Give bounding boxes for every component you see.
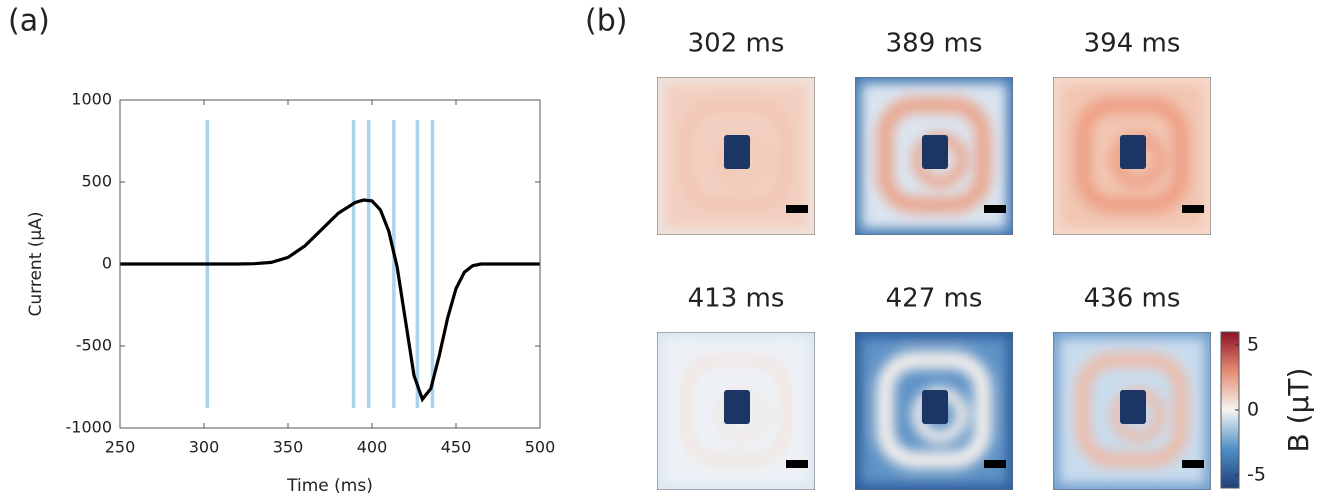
scale-bar [786,205,808,213]
colorbar-tick-label: -5 [1247,464,1266,486]
map-ring [1075,97,1189,213]
field-map [657,77,815,235]
scale-bar [984,460,1006,468]
map-title: 413 ms [688,284,785,314]
panel-label: (b) [585,4,627,39]
y-tick-label: 0 [102,254,112,273]
electrode [724,135,750,169]
x-tick-label: 400 [357,438,388,457]
electrode [922,135,948,169]
map-ring [876,351,992,469]
map-title: 427 ms [886,284,983,314]
map-ring [683,356,789,464]
x-tick-label: 300 [189,438,220,457]
y-axis-label: Current (μA) [26,212,46,317]
electrode [1120,390,1146,424]
x-tick-label: 500 [525,438,556,457]
colorbar-tick-label: 0 [1247,399,1259,421]
map-title: 389 ms [886,29,983,59]
colorbar-label: B (μT) [1282,368,1315,453]
x-axis-label: Time (ms) [286,476,373,496]
scale-bar [984,205,1006,213]
y-tick-label: -1000 [66,418,113,437]
x-tick-label: 450 [441,438,472,457]
field-map [855,77,1013,235]
colorbar-tick-label: 5 [1247,334,1259,356]
scale-bar [1182,460,1204,468]
axes-box [119,99,541,429]
panel-label: (a) [8,4,50,39]
electrode [1120,135,1146,169]
y-tick-label: 1000 [71,90,112,109]
x-tick-label: 350 [273,438,304,457]
y-tick-label: -500 [76,336,112,355]
electrode [724,390,750,424]
map-title: 394 ms [1084,29,1181,59]
field-map [1053,332,1211,490]
field-map [657,332,815,490]
field-map [855,332,1013,490]
map-ring [1076,353,1188,467]
current-line [120,198,540,403]
x-tick-label: 250 [105,438,136,457]
y-tick-label: 500 [81,172,112,191]
scale-bar [1182,205,1204,213]
scale-bar [786,460,808,468]
field-map [1053,77,1211,235]
electrode [922,390,948,424]
map-title: 302 ms [688,29,785,59]
map-title: 436 ms [1084,284,1181,314]
map-ring [682,100,790,210]
map-ring [877,97,991,213]
